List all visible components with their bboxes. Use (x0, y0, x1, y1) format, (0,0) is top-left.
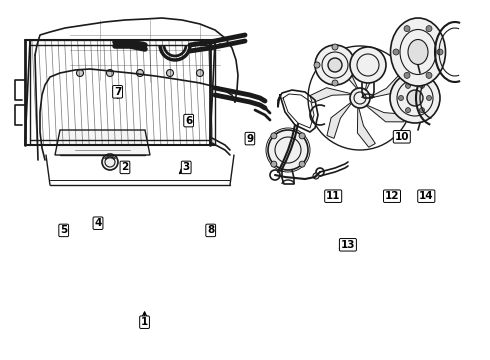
Circle shape (404, 26, 410, 32)
Polygon shape (55, 130, 150, 155)
Circle shape (328, 58, 342, 72)
Text: 9: 9 (246, 134, 253, 144)
Polygon shape (310, 88, 351, 103)
Text: 13: 13 (341, 240, 355, 250)
Circle shape (393, 49, 399, 55)
Circle shape (350, 88, 370, 108)
Circle shape (314, 62, 320, 68)
Circle shape (268, 130, 308, 170)
Polygon shape (366, 105, 405, 122)
Circle shape (196, 69, 203, 77)
Polygon shape (357, 108, 375, 147)
Polygon shape (326, 58, 358, 89)
Circle shape (407, 90, 423, 106)
Circle shape (437, 49, 443, 55)
Circle shape (271, 161, 277, 167)
Text: 3: 3 (183, 162, 190, 172)
Text: 12: 12 (385, 191, 399, 201)
Polygon shape (327, 102, 351, 138)
Circle shape (315, 45, 355, 85)
Circle shape (426, 72, 432, 78)
Circle shape (299, 161, 305, 167)
Circle shape (426, 95, 432, 100)
Text: 5: 5 (60, 225, 67, 235)
Circle shape (313, 173, 319, 179)
Circle shape (419, 84, 424, 88)
Circle shape (419, 108, 424, 113)
Circle shape (332, 80, 338, 86)
Circle shape (406, 108, 411, 113)
Circle shape (406, 84, 411, 88)
Circle shape (316, 168, 324, 176)
Circle shape (137, 69, 144, 77)
Polygon shape (370, 73, 406, 98)
Circle shape (398, 95, 403, 100)
Circle shape (299, 133, 305, 139)
Polygon shape (366, 50, 377, 90)
Circle shape (102, 154, 118, 170)
Circle shape (106, 69, 114, 77)
Ellipse shape (391, 18, 445, 86)
Text: 14: 14 (419, 191, 434, 201)
Circle shape (167, 69, 173, 77)
Circle shape (390, 73, 440, 123)
Circle shape (426, 26, 432, 32)
Circle shape (270, 170, 280, 180)
Text: 1: 1 (141, 317, 148, 327)
Text: 7: 7 (114, 87, 122, 97)
Circle shape (404, 72, 410, 78)
Ellipse shape (408, 40, 428, 64)
Circle shape (350, 47, 386, 83)
Text: 6: 6 (185, 116, 192, 126)
Text: 4: 4 (94, 218, 102, 228)
Text: 10: 10 (394, 132, 409, 142)
Circle shape (332, 44, 338, 50)
Text: 8: 8 (207, 225, 214, 235)
Circle shape (76, 69, 83, 77)
Circle shape (350, 62, 356, 68)
Circle shape (271, 133, 277, 139)
Text: 11: 11 (326, 191, 341, 201)
Text: 2: 2 (122, 162, 128, 172)
